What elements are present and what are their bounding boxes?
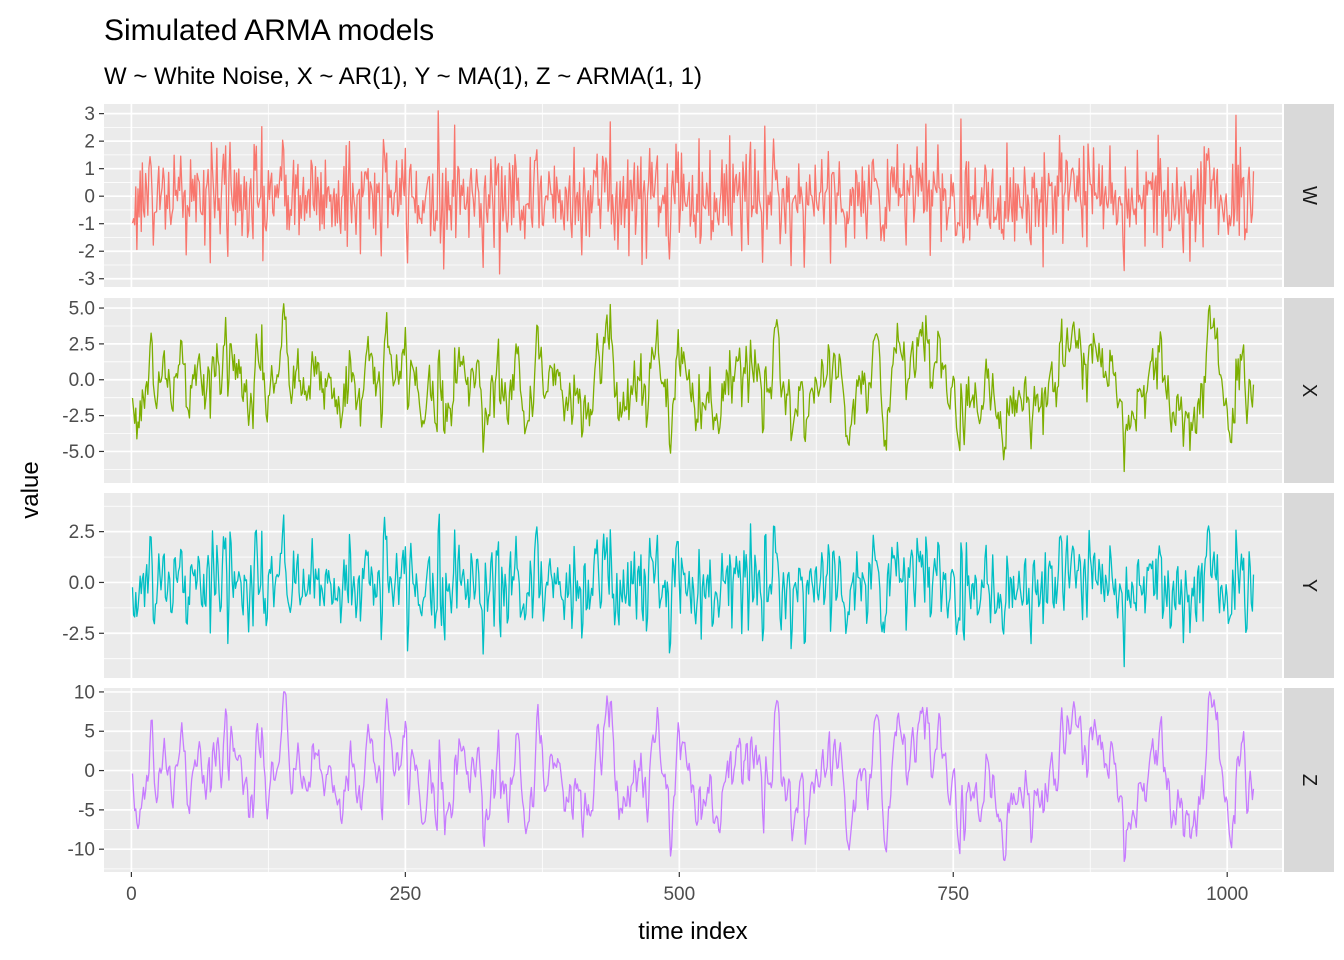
chart-subtitle: W ~ White Noise, X ~ AR(1), Y ~ MA(1), Z… bbox=[104, 63, 702, 90]
x-tick-label: 500 bbox=[663, 884, 695, 905]
y-tick-label: -5.0 bbox=[62, 442, 95, 463]
y-tick-label: 2 bbox=[84, 132, 95, 153]
y-tick-label: -1 bbox=[78, 214, 95, 235]
y-tick-label: 5.0 bbox=[69, 299, 95, 320]
facet-strip bbox=[1284, 104, 1334, 287]
series-line-y bbox=[131, 513, 1255, 668]
panel-background bbox=[104, 688, 1282, 872]
facet-strip-label: Z bbox=[1298, 774, 1320, 786]
facet-panel-w: -3 -2 -1 0 1 2 3 W bbox=[78, 104, 1334, 290]
facet-strip bbox=[1284, 688, 1334, 872]
chart-title: Simulated ARMA models bbox=[104, 14, 434, 47]
y-axis-title: value bbox=[17, 461, 44, 518]
y-tick-label: 2.5 bbox=[69, 522, 95, 543]
y-tick-label: 5 bbox=[84, 722, 95, 743]
y-tick-label: -2 bbox=[78, 242, 95, 263]
y-tick-label: 0.0 bbox=[69, 370, 95, 391]
series-line-z bbox=[131, 691, 1255, 863]
y-tick-label: 1 bbox=[84, 159, 95, 180]
series-line-x bbox=[131, 303, 1255, 473]
y-tick-label: 3 bbox=[84, 104, 95, 125]
facet-strip-label: X bbox=[1298, 384, 1320, 397]
x-tick-label: 0 bbox=[126, 884, 137, 905]
facet-strip-label: Y bbox=[1298, 579, 1320, 592]
facet-panel-y: -2.5 0.0 2.5 Y bbox=[62, 493, 1334, 678]
y-tick-label: -5 bbox=[78, 800, 95, 821]
x-tick-label: 250 bbox=[389, 884, 421, 905]
series-line-w bbox=[131, 110, 1255, 275]
y-tick-label: -10 bbox=[68, 840, 95, 861]
x-axis: 0 250 500 750 1000 bbox=[126, 872, 1248, 905]
facet-panel-z: -10 -5 0 5 10 Z bbox=[68, 682, 1334, 872]
y-tick-label: -3 bbox=[78, 269, 95, 290]
x-axis-title: time index bbox=[638, 918, 747, 945]
y-tick-label: 2.5 bbox=[69, 334, 95, 355]
facet-panel-x: -5.0 -2.5 0.0 2.5 5.0 X bbox=[62, 298, 1334, 483]
y-tick-label: 0 bbox=[84, 761, 95, 782]
facet-panels: -3-2-10123W-5.0-2.50.02.55.0X-2.50.02.5Y… bbox=[62, 104, 1334, 872]
facet-strip bbox=[1284, 493, 1334, 678]
facet-strip-label: W bbox=[1298, 186, 1320, 205]
x-tick-label: 750 bbox=[937, 884, 969, 905]
y-tick-label: 0 bbox=[84, 187, 95, 208]
facet-strip bbox=[1284, 298, 1334, 483]
x-tick-label: 1000 bbox=[1206, 884, 1248, 905]
y-tick-label: 0.0 bbox=[69, 573, 95, 594]
y-tick-label: 10 bbox=[74, 682, 95, 703]
y-tick-label: -2.5 bbox=[62, 624, 95, 645]
y-tick-label: -2.5 bbox=[62, 406, 95, 427]
